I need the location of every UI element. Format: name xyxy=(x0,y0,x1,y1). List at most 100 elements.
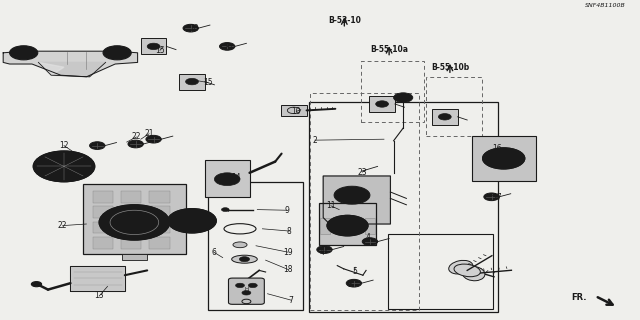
Text: 20: 20 xyxy=(223,43,234,52)
Circle shape xyxy=(31,282,42,287)
Bar xyxy=(186,210,202,229)
Circle shape xyxy=(103,46,131,60)
Bar xyxy=(149,206,170,218)
Text: 3: 3 xyxy=(347,280,352,289)
Circle shape xyxy=(340,189,364,201)
Bar xyxy=(309,102,498,312)
Ellipse shape xyxy=(454,264,481,277)
Text: 8: 8 xyxy=(287,227,292,236)
Bar xyxy=(121,222,141,233)
Circle shape xyxy=(483,148,525,169)
Text: 2: 2 xyxy=(312,136,317,145)
Circle shape xyxy=(146,135,161,143)
FancyBboxPatch shape xyxy=(228,278,264,304)
Circle shape xyxy=(147,43,160,50)
Bar xyxy=(149,222,170,233)
Bar xyxy=(310,93,419,310)
Text: B-53-10: B-53-10 xyxy=(328,16,361,25)
Ellipse shape xyxy=(233,242,247,248)
Circle shape xyxy=(168,209,216,233)
Text: 22: 22 xyxy=(132,132,141,141)
Bar xyxy=(208,182,303,310)
Bar xyxy=(388,234,493,309)
Circle shape xyxy=(239,257,250,262)
Bar xyxy=(472,136,536,181)
Circle shape xyxy=(492,153,515,164)
Text: 17: 17 xyxy=(492,193,502,202)
Circle shape xyxy=(484,193,499,201)
Circle shape xyxy=(248,283,257,288)
Circle shape xyxy=(109,49,125,57)
Text: 10: 10 xyxy=(291,107,301,116)
Bar xyxy=(320,218,330,234)
Circle shape xyxy=(327,215,368,236)
Circle shape xyxy=(90,142,105,149)
Text: 21: 21 xyxy=(145,129,154,138)
Text: 13: 13 xyxy=(94,292,104,300)
Bar xyxy=(93,191,113,203)
Bar xyxy=(93,222,113,233)
Polygon shape xyxy=(323,176,390,224)
Text: 15: 15 xyxy=(203,78,213,87)
Polygon shape xyxy=(70,266,125,291)
Bar xyxy=(205,160,250,197)
Circle shape xyxy=(236,283,244,288)
Circle shape xyxy=(242,291,251,295)
Bar xyxy=(83,184,186,254)
Text: FR.: FR. xyxy=(572,293,587,302)
Text: 4: 4 xyxy=(365,233,371,242)
Text: H: H xyxy=(244,287,248,292)
Text: 14: 14 xyxy=(230,173,241,182)
Polygon shape xyxy=(38,62,106,77)
Text: B-55-10a: B-55-10a xyxy=(370,45,408,54)
Text: 15: 15 xyxy=(155,46,165,55)
Circle shape xyxy=(10,46,38,60)
Circle shape xyxy=(221,208,229,212)
Bar xyxy=(432,109,458,125)
Bar xyxy=(121,191,141,203)
Text: B-55-10b: B-55-10b xyxy=(431,63,469,72)
Polygon shape xyxy=(38,62,64,75)
Circle shape xyxy=(220,43,235,50)
Ellipse shape xyxy=(449,260,473,274)
Circle shape xyxy=(186,78,198,85)
Text: 23: 23 xyxy=(357,168,367,177)
Text: 11: 11 xyxy=(326,201,335,210)
Text: SNF4B1100B: SNF4B1100B xyxy=(585,3,626,8)
Bar xyxy=(121,206,141,218)
Polygon shape xyxy=(3,51,138,77)
Circle shape xyxy=(334,186,370,204)
Circle shape xyxy=(376,101,388,107)
Bar xyxy=(149,191,170,203)
Bar xyxy=(365,218,375,234)
Circle shape xyxy=(317,246,332,253)
Bar xyxy=(361,61,424,122)
Ellipse shape xyxy=(232,255,257,263)
Circle shape xyxy=(336,220,359,231)
Bar xyxy=(141,38,166,54)
Text: 18: 18 xyxy=(284,265,292,274)
Bar xyxy=(369,96,395,112)
Circle shape xyxy=(394,93,413,102)
Bar xyxy=(121,237,141,249)
Text: 22: 22 xyxy=(58,221,67,230)
Circle shape xyxy=(183,24,198,32)
Text: 5: 5 xyxy=(352,267,357,276)
Text: 12: 12 xyxy=(60,141,68,150)
Circle shape xyxy=(99,205,170,240)
Bar xyxy=(149,237,170,249)
Circle shape xyxy=(214,173,240,186)
Bar xyxy=(179,74,205,90)
Bar xyxy=(319,203,376,245)
Text: 19: 19 xyxy=(283,248,293,257)
Text: 9: 9 xyxy=(284,206,289,215)
Text: 7: 7 xyxy=(289,296,294,305)
Circle shape xyxy=(346,279,362,287)
Text: 20: 20 xyxy=(189,24,199,33)
Bar xyxy=(122,254,147,260)
Circle shape xyxy=(33,151,95,182)
Bar xyxy=(426,77,482,136)
Bar xyxy=(281,105,307,116)
Ellipse shape xyxy=(462,267,485,281)
Circle shape xyxy=(438,114,451,120)
